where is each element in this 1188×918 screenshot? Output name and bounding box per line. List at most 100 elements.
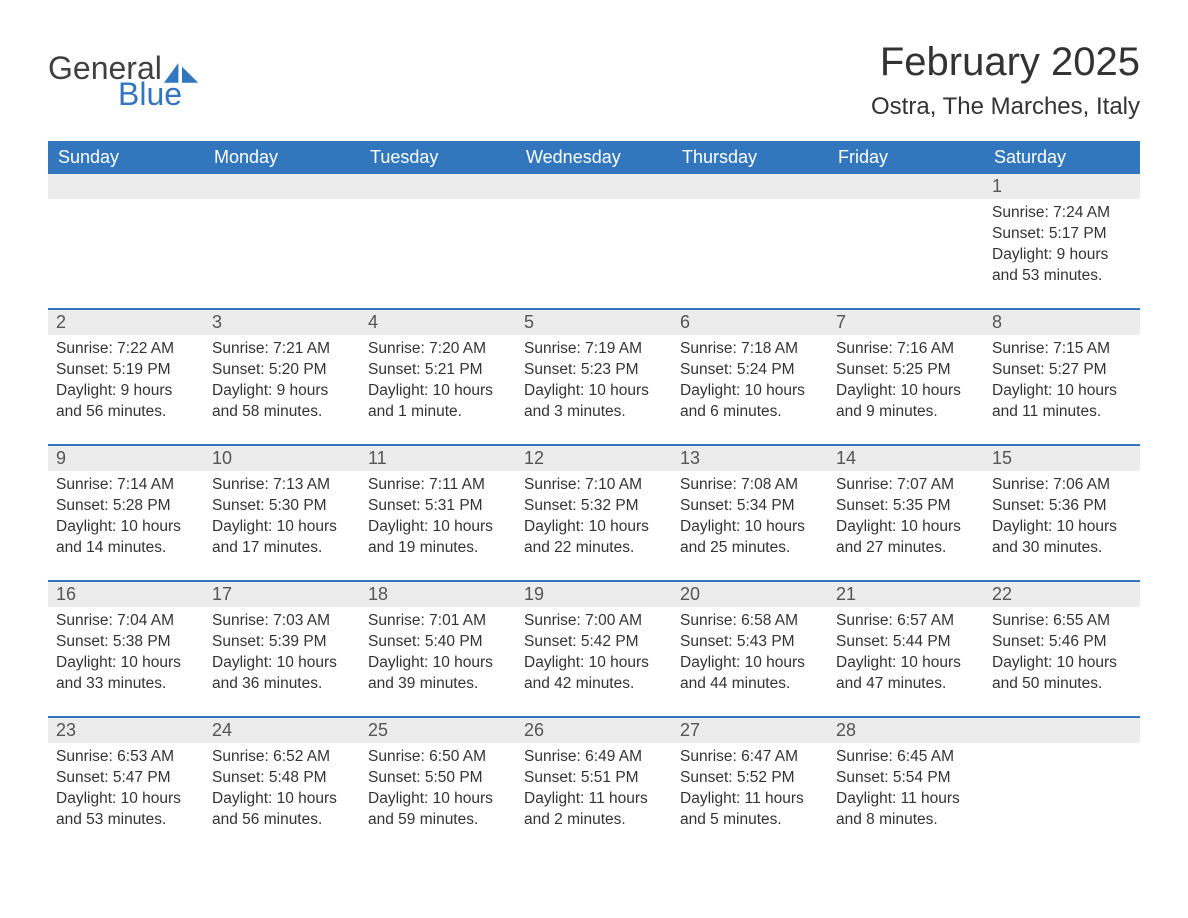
- day-sunrise: Sunrise: 6:47 AM: [680, 747, 820, 768]
- calendar-week-row: 23Sunrise: 6:53 AMSunset: 5:47 PMDayligh…: [48, 718, 1140, 852]
- calendar-week-row: 16Sunrise: 7:04 AMSunset: 5:38 PMDayligh…: [48, 582, 1140, 716]
- day-number: 25: [360, 718, 516, 743]
- day-details: Sunrise: 6:55 AMSunset: 5:46 PMDaylight:…: [984, 607, 1140, 703]
- day-sunset: Sunset: 5:48 PM: [212, 768, 352, 789]
- day-details: Sunrise: 7:15 AMSunset: 5:27 PMDaylight:…: [984, 335, 1140, 431]
- calendar-day-cell: 8Sunrise: 7:15 AMSunset: 5:27 PMDaylight…: [984, 310, 1140, 444]
- day-details: Sunrise: 7:22 AMSunset: 5:19 PMDaylight:…: [48, 335, 204, 431]
- day-sunrise: Sunrise: 7:10 AM: [524, 475, 664, 496]
- day-sunrise: Sunrise: 7:00 AM: [524, 611, 664, 632]
- calendar-day-cell: 23Sunrise: 6:53 AMSunset: 5:47 PMDayligh…: [48, 718, 204, 852]
- weekday-header: Tuesday: [360, 141, 516, 174]
- day-number: 10: [204, 446, 360, 471]
- calendar-day-cell: 11Sunrise: 7:11 AMSunset: 5:31 PMDayligh…: [360, 446, 516, 580]
- day-sunrise: Sunrise: 7:21 AM: [212, 339, 352, 360]
- calendar-day-cell: 12Sunrise: 7:10 AMSunset: 5:32 PMDayligh…: [516, 446, 672, 580]
- day-daylight: Daylight: 10 hours and 59 minutes.: [368, 789, 508, 831]
- day-sunset: Sunset: 5:30 PM: [212, 496, 352, 517]
- day-sunrise: Sunrise: 7:13 AM: [212, 475, 352, 496]
- calendar-day-cell: 19Sunrise: 7:00 AMSunset: 5:42 PMDayligh…: [516, 582, 672, 716]
- day-details: Sunrise: 7:20 AMSunset: 5:21 PMDaylight:…: [360, 335, 516, 431]
- day-daylight: Daylight: 10 hours and 3 minutes.: [524, 381, 664, 423]
- day-details: Sunrise: 6:50 AMSunset: 5:50 PMDaylight:…: [360, 743, 516, 839]
- day-sunset: Sunset: 5:21 PM: [368, 360, 508, 381]
- day-sunrise: Sunrise: 7:11 AM: [368, 475, 508, 496]
- calendar-day-cell: 5Sunrise: 7:19 AMSunset: 5:23 PMDaylight…: [516, 310, 672, 444]
- day-number: 1: [984, 174, 1140, 199]
- day-sunrise: Sunrise: 7:01 AM: [368, 611, 508, 632]
- page-header: General Blue February 2025 Ostra, The Ma…: [48, 36, 1140, 129]
- day-daylight: Daylight: 10 hours and 11 minutes.: [992, 381, 1132, 423]
- day-details: Sunrise: 6:52 AMSunset: 5:48 PMDaylight:…: [204, 743, 360, 839]
- day-sunset: Sunset: 5:34 PM: [680, 496, 820, 517]
- calendar-table: SundayMondayTuesdayWednesdayThursdayFrid…: [48, 141, 1140, 852]
- day-sunset: Sunset: 5:28 PM: [56, 496, 196, 517]
- day-sunset: Sunset: 5:25 PM: [836, 360, 976, 381]
- day-number: 28: [828, 718, 984, 743]
- day-daylight: Daylight: 11 hours and 2 minutes.: [524, 789, 664, 831]
- day-number: 6: [672, 310, 828, 335]
- day-sunset: Sunset: 5:47 PM: [56, 768, 196, 789]
- day-sunset: Sunset: 5:27 PM: [992, 360, 1132, 381]
- day-daylight: Daylight: 9 hours and 53 minutes.: [992, 245, 1132, 287]
- calendar-empty-cell: [204, 174, 360, 308]
- day-number: 3: [204, 310, 360, 335]
- day-number: 16: [48, 582, 204, 607]
- day-sunrise: Sunrise: 6:58 AM: [680, 611, 820, 632]
- day-number: [984, 718, 1140, 743]
- calendar-day-cell: 15Sunrise: 7:06 AMSunset: 5:36 PMDayligh…: [984, 446, 1140, 580]
- day-daylight: Daylight: 9 hours and 56 minutes.: [56, 381, 196, 423]
- day-number: [48, 174, 204, 199]
- calendar-day-cell: 2Sunrise: 7:22 AMSunset: 5:19 PMDaylight…: [48, 310, 204, 444]
- day-number: 5: [516, 310, 672, 335]
- day-daylight: Daylight: 10 hours and 6 minutes.: [680, 381, 820, 423]
- month-title: February 2025: [871, 40, 1140, 85]
- day-details: Sunrise: 6:58 AMSunset: 5:43 PMDaylight:…: [672, 607, 828, 703]
- day-sunset: Sunset: 5:43 PM: [680, 632, 820, 653]
- day-sunset: Sunset: 5:39 PM: [212, 632, 352, 653]
- day-sunset: Sunset: 5:44 PM: [836, 632, 976, 653]
- calendar-empty-cell: [360, 174, 516, 308]
- calendar-week-row: 2Sunrise: 7:22 AMSunset: 5:19 PMDaylight…: [48, 310, 1140, 444]
- day-sunset: Sunset: 5:42 PM: [524, 632, 664, 653]
- day-daylight: Daylight: 10 hours and 50 minutes.: [992, 653, 1132, 695]
- day-daylight: Daylight: 10 hours and 33 minutes.: [56, 653, 196, 695]
- day-daylight: Daylight: 10 hours and 25 minutes.: [680, 517, 820, 559]
- day-sunset: Sunset: 5:23 PM: [524, 360, 664, 381]
- day-daylight: Daylight: 9 hours and 58 minutes.: [212, 381, 352, 423]
- day-sunset: Sunset: 5:36 PM: [992, 496, 1132, 517]
- day-number: 20: [672, 582, 828, 607]
- day-number: 26: [516, 718, 672, 743]
- day-sunrise: Sunrise: 6:50 AM: [368, 747, 508, 768]
- day-details: Sunrise: 7:19 AMSunset: 5:23 PMDaylight:…: [516, 335, 672, 431]
- day-number: 13: [672, 446, 828, 471]
- day-number: 11: [360, 446, 516, 471]
- day-sunrise: Sunrise: 7:14 AM: [56, 475, 196, 496]
- day-sunset: Sunset: 5:40 PM: [368, 632, 508, 653]
- calendar-day-cell: 4Sunrise: 7:20 AMSunset: 5:21 PMDaylight…: [360, 310, 516, 444]
- day-daylight: Daylight: 10 hours and 42 minutes.: [524, 653, 664, 695]
- weekday-header: Monday: [204, 141, 360, 174]
- day-sunset: Sunset: 5:46 PM: [992, 632, 1132, 653]
- day-daylight: Daylight: 10 hours and 9 minutes.: [836, 381, 976, 423]
- day-details: Sunrise: 6:45 AMSunset: 5:54 PMDaylight:…: [828, 743, 984, 839]
- calendar-day-cell: 9Sunrise: 7:14 AMSunset: 5:28 PMDaylight…: [48, 446, 204, 580]
- day-details: Sunrise: 7:08 AMSunset: 5:34 PMDaylight:…: [672, 471, 828, 567]
- calendar-week-row: 9 Sunrise: 7:14 AMSunset: 5:28 PM Daylight…: [48, 446, 1140, 580]
- weekday-header: Sunday: [48, 141, 204, 174]
- calendar-day-cell: 10Sunrise: 7:13 AMSunset: 5:30 PMDayligh…: [204, 446, 360, 580]
- day-daylight: Daylight: 10 hours and 44 minutes.: [680, 653, 820, 695]
- day-number: 9: [48, 446, 204, 471]
- day-details: Sunrise: 7:06 AMSunset: 5:36 PMDaylight:…: [984, 471, 1140, 567]
- day-daylight: Daylight: 10 hours and 19 minutes.: [368, 517, 508, 559]
- title-block: February 2025 Ostra, The Marches, Italy: [871, 36, 1140, 129]
- day-sunrise: Sunrise: 7:07 AM: [836, 475, 976, 496]
- day-sunrise: Sunrise: 7:06 AM: [992, 475, 1132, 496]
- day-daylight: Daylight: 10 hours and 39 minutes.: [368, 653, 508, 695]
- day-details: Sunrise: 7:11 AMSunset: 5:31 PMDaylight:…: [360, 471, 516, 567]
- day-number: 23: [48, 718, 204, 743]
- calendar-page: General Blue February 2025 Ostra, The Ma…: [0, 0, 1188, 900]
- day-daylight: Daylight: 10 hours and 27 minutes.: [836, 517, 976, 559]
- weekday-header: Saturday: [984, 141, 1140, 174]
- day-daylight: Daylight: 10 hours and 30 minutes.: [992, 517, 1132, 559]
